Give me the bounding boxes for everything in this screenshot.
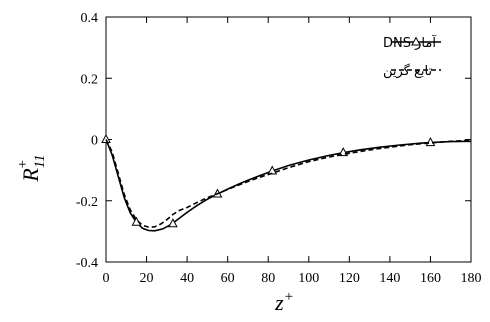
y-tick-label: -0.4 [76,256,98,271]
y-axis-title: R11+ [15,154,48,182]
x-tick-label: 80 [261,271,275,286]
y-tick-label: 0 [91,134,98,149]
x-tick-label: 40 [180,271,194,286]
legend-marker-dns [411,36,421,46]
plot-area [105,16,472,263]
plot-frame [105,16,472,263]
dns-data-point [101,133,111,143]
x-tick-label: 60 [221,271,235,286]
x-tick-label: 0 [103,271,110,286]
series-lines [101,133,472,232]
y-tick-label: 0.2 [81,72,99,87]
x-axis-title: z+ [274,289,294,315]
green-function-series-line [105,139,472,228]
x-tick-label: 140 [379,271,400,286]
axis-titles: z+ R11+ [15,154,294,315]
y-tick-label: 0.4 [81,11,99,26]
x-tick-label: 160 [420,271,441,286]
x-tick-label: 100 [298,271,319,286]
y-tick-label: -0.2 [76,195,98,210]
dns-data-point [168,218,178,228]
axis-ticks: 0 20 40 60 80 100 120 140 160 180 0.4 0.2 0 -0.2 -0.4 [76,11,482,286]
x-tick-label: 120 [339,271,360,286]
legend-label-green: تابع گرین [383,63,433,79]
dns-series-line [105,139,472,232]
x-tick-label: 20 [140,271,154,286]
x-tick-label: 180 [461,271,482,286]
